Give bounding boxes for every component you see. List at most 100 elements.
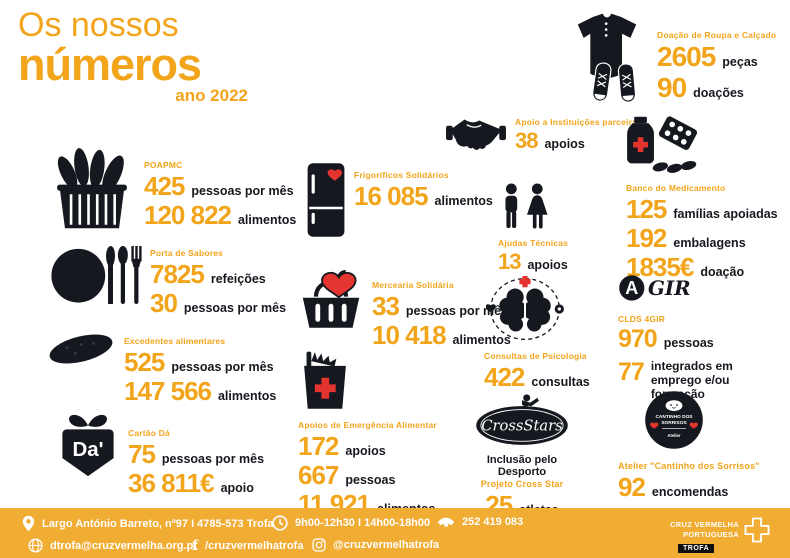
location-pin-icon	[22, 515, 35, 532]
stat-unit: alimentos	[217, 389, 277, 403]
stat-row: 125 famílias apoiadas	[626, 196, 778, 222]
section-label: Apoio a Instituições parceiras	[515, 117, 642, 127]
globe-icon	[28, 538, 43, 553]
stat-row: 425 pessoas por mês	[144, 173, 296, 199]
section-atelier: CANTINHO DOS SORRISOS Atelier Atelier "C…	[618, 390, 760, 500]
stat-value: 36 811€	[128, 468, 215, 498]
section-label: CLDS 4GIR	[618, 314, 666, 324]
stat-value: 1835€	[626, 252, 694, 282]
footer-address-text: Largo António Barreto, nº97 I 4785-573 T…	[42, 517, 274, 530]
footer-phone: 252 419 083	[437, 515, 523, 528]
section-clds: A GIR CLDS 4GIR 970 pessoas 77 integrado…	[618, 272, 763, 401]
stat-unit: alimentos	[452, 333, 511, 347]
food-basket-icon	[48, 148, 136, 235]
agir-logo: A GIR	[618, 272, 708, 309]
footer-facebook-text: /cruzvermelhatrofa	[205, 540, 304, 552]
section-porta-sabores: Porta de Sabores 7825 refeições 30 pesso…	[50, 240, 286, 316]
title-line2: números	[18, 38, 202, 90]
stat-unit: alimentos	[237, 213, 297, 227]
crossstars-logo: CrossStars	[475, 392, 569, 451]
stat-unit: encomendas	[651, 485, 729, 499]
badge-line3: Atelier	[667, 433, 680, 438]
stat-value: 192	[626, 223, 667, 253]
stat-value: 970	[618, 325, 658, 353]
section-mercearia: Mercearia Solidária 33 pessoas por mês 1…	[298, 262, 511, 348]
footer-email-text: dtrofa@cruzvermelha.org.pt	[50, 539, 198, 552]
phone-icon	[437, 515, 455, 528]
stat-value: 120 822	[144, 200, 232, 230]
footer-instagram: @cruzvermelhatrofa	[312, 538, 439, 552]
section-label: Doação de Roupa e Calçado	[657, 30, 777, 40]
org-name-line2: PORTUGUESA	[683, 530, 739, 539]
footer-hours: 9h00-12h30 I 14h00-18h00	[272, 515, 430, 531]
stat-row: 422 consultas	[484, 364, 590, 390]
stat-row: 192 embalagens	[626, 225, 746, 251]
stat-value: 33	[372, 291, 400, 321]
section-desporto: CrossStars Inclusão pelo Desporto Projet…	[470, 392, 574, 518]
section-label: Mercearia Solidária	[372, 280, 454, 290]
section-label: Excedentes alimentares	[124, 336, 226, 346]
stat-unit: apoios	[544, 137, 585, 151]
stat-unit: pessoas por mês	[161, 452, 265, 466]
stat-unit: consultas	[531, 375, 590, 389]
stat-row: 120 822 alimentos	[144, 202, 296, 228]
section-label: POAPMC	[144, 160, 183, 170]
plate-cutlery-icon	[50, 240, 142, 315]
cantinho-sorrisos-badge: CANTINHO DOS SORRISOS Atelier	[644, 390, 704, 455]
instagram-icon	[312, 538, 326, 552]
stat-value: 30	[150, 288, 178, 318]
footer-instagram-text: @cruzvermelhatrofa	[333, 539, 440, 551]
section-label: Atelier "Cantinho dos Sorrisos"	[618, 461, 760, 471]
stat-value: 425	[144, 171, 185, 201]
badge-line2: SORRISOS	[661, 420, 687, 426]
stat-unit: alimentos	[434, 194, 493, 208]
stat-unit: peças	[722, 55, 758, 69]
shirt-sneakers-icon	[565, 12, 649, 113]
section-label: Projeto Cross Star	[480, 479, 564, 489]
stat-row: 75 pessoas por mês	[128, 441, 264, 467]
section-label: Banco do Medicamento	[626, 183, 726, 193]
stat-value: 2605	[657, 41, 716, 72]
section-poapmc: POAPMC 425 pessoas por mês 120 822 alime…	[48, 148, 296, 235]
stat-value: 125	[626, 194, 667, 224]
stat-value: 75	[128, 439, 156, 469]
stat-row: 16 085 alimentos	[354, 183, 493, 209]
stat-unit: pessoas por mês	[171, 360, 274, 374]
org-name-line1: CRUZ VERMELHA	[670, 520, 739, 530]
stat-row: 90 doações	[657, 74, 776, 102]
stat-value: 13	[498, 249, 522, 274]
footer-email: dtrofa@cruzvermelha.org.pt	[28, 538, 197, 553]
grocery-bag-cross-icon	[298, 348, 352, 415]
org-logo: CRUZ VERMELHA PORTUGUESA	[663, 516, 771, 544]
footer-address: Largo António Barreto, nº97 I 4785-573 T…	[22, 515, 274, 532]
handshake-icon	[445, 112, 507, 163]
stat-value: 422	[484, 362, 525, 392]
footer-facebook: f /cruzvermelhatrofa	[192, 538, 303, 554]
agir-logo-gir: GIR	[648, 276, 691, 300]
stat-row: 10 418 alimentos	[372, 322, 511, 348]
stat-value: 90	[657, 72, 687, 103]
stat-row: 33 pessoas por mês	[372, 293, 511, 319]
stat-value: 147 566	[124, 376, 212, 406]
section-label: Apoios de Emergência Alimentar	[298, 420, 437, 430]
section-label: Consultas de Psicologia	[484, 351, 587, 361]
stat-unit: famílias apoiadas	[673, 207, 778, 221]
brain-icon	[485, 276, 564, 347]
people-icon	[498, 183, 554, 234]
section-label: Ajudas Técnicas	[498, 238, 569, 248]
footer-hours-text: 9h00-12h30 I 14h00-18h00	[295, 517, 431, 529]
gift-icon-text: Da'	[72, 438, 103, 461]
stat-unit: pessoas por mês	[405, 304, 509, 318]
org-delegation-tag: TROFA	[678, 544, 715, 553]
section-medicamento: Banco do Medicamento 125 famílias apoiad…	[626, 116, 778, 280]
stat-row: 92 encomendas	[618, 474, 728, 500]
stat-unit: refeições	[210, 272, 266, 286]
stat-row: 667 pessoas	[298, 462, 395, 488]
stat-unit: apoio	[220, 481, 254, 495]
stat-row: 525 pessoas por mês	[124, 349, 276, 375]
stat-row: 1835€ doação	[626, 254, 744, 280]
stat-unit: doação	[700, 265, 745, 279]
gift-da-icon: Da'	[56, 402, 120, 495]
stat-row: 970 pessoas	[618, 327, 714, 352]
section-psicologia: Consultas de Psicologia 422 consultas	[484, 276, 590, 390]
